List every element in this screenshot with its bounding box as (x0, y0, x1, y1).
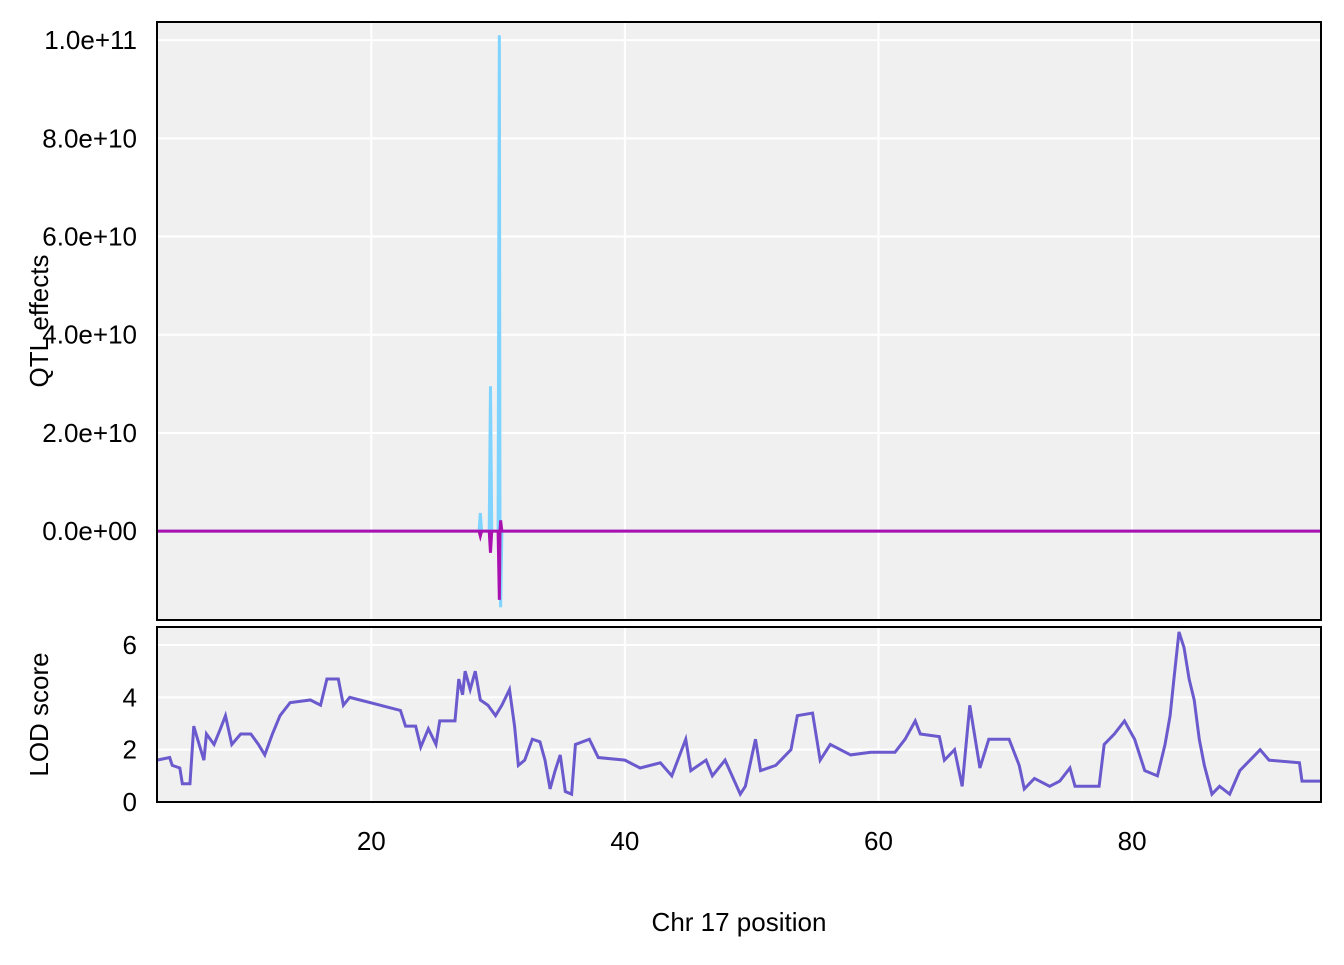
y-tick-label: 0.0e+00 (42, 516, 137, 546)
x-axis-label: Chr 17 position (652, 907, 827, 937)
series-line (157, 520, 1321, 600)
y-tick-label: 2 (123, 735, 137, 765)
y-tick-label: 6 (123, 630, 137, 660)
plot-background (157, 627, 1321, 802)
plot-background (157, 22, 1321, 620)
plot-border (156, 21, 1322, 621)
x-tick-label: 60 (864, 826, 893, 856)
y-axis-label: QTL effects (24, 255, 54, 388)
y-tick-label: 4 (123, 682, 137, 712)
y-tick-label: 2.0e+10 (42, 418, 137, 448)
x-tick-label: 20 (357, 826, 386, 856)
y-tick-label: 6.0e+10 (42, 222, 137, 252)
x-tick-label: 80 (1118, 826, 1147, 856)
plot-border (156, 626, 1322, 803)
x-tick-label: 40 (610, 826, 639, 856)
y-tick-label: 8.0e+10 (42, 123, 137, 153)
series-line (156, 631, 1321, 798)
y-tick-label: 1.0e+11 (44, 25, 137, 55)
y-tick-label: 4.0e+10 (42, 320, 137, 350)
y-tick-label: 0 (123, 787, 137, 817)
y-axis-label: LOD score (24, 652, 54, 776)
